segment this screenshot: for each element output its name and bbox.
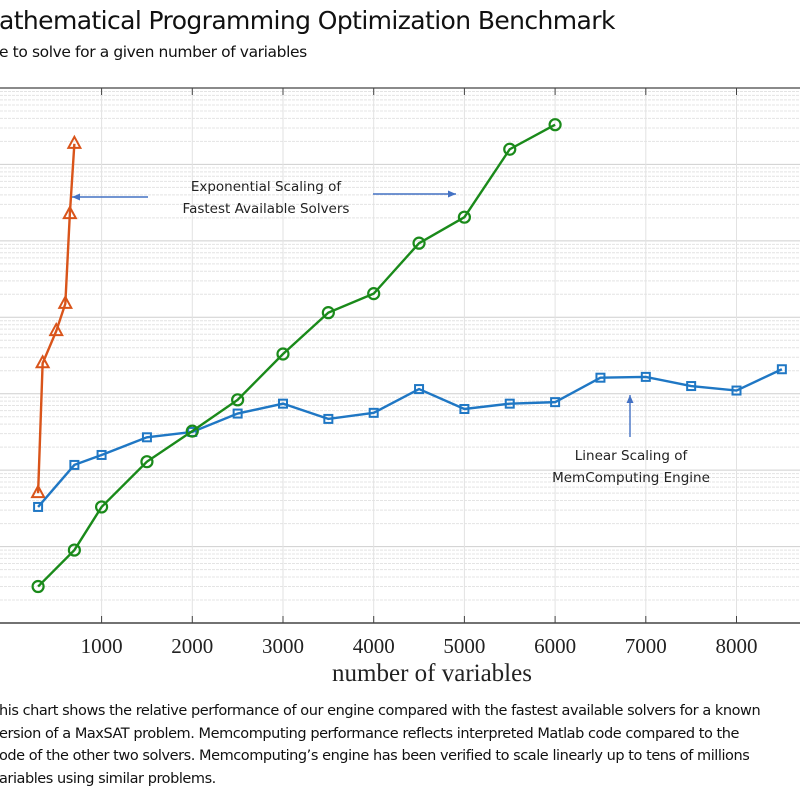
x-tick-label: 3000 xyxy=(262,634,304,658)
data-point-square xyxy=(504,398,515,409)
series-group xyxy=(30,118,787,594)
x-tick-label: 6000 xyxy=(534,634,576,658)
chart-subtitle: e to solve for a given number of variabl… xyxy=(0,43,307,61)
chart-caption: his chart shows the relative performance… xyxy=(0,700,800,790)
grid xyxy=(0,88,800,624)
data-point-circle xyxy=(31,579,45,594)
x-tick-label: 8000 xyxy=(716,634,758,658)
x-tick-label: 5000 xyxy=(443,634,485,658)
data-point-square xyxy=(686,381,697,392)
x-tick-label: 7000 xyxy=(625,634,667,658)
data-point-square xyxy=(595,372,606,383)
data-point-triangle xyxy=(30,484,46,499)
data-point-square xyxy=(640,371,651,382)
x-ticks: 1000 2000 3000 4000 5000 6000 7000 8000 xyxy=(81,88,758,658)
data-point-circle xyxy=(457,210,471,224)
data-point-square xyxy=(731,385,742,396)
series-line-square xyxy=(37,368,783,508)
data-point-square xyxy=(776,364,787,375)
annotation-linear-line1: Linear Scaling of xyxy=(575,448,689,464)
data-point-square xyxy=(550,397,561,408)
data-point-square xyxy=(96,449,107,460)
data-point-triangle xyxy=(57,294,73,309)
data-point-circle xyxy=(185,424,199,438)
data-point-circle xyxy=(67,543,81,557)
series-line-circle xyxy=(37,123,556,588)
data-point-circle xyxy=(321,306,335,320)
annotation-exponential-line1: Exponential Scaling of xyxy=(191,179,343,195)
axes-frame xyxy=(0,87,800,624)
caption-line: his chart shows the relative performance… xyxy=(0,703,761,719)
data-point-square xyxy=(33,501,44,512)
series-line-triangle xyxy=(36,143,76,494)
arrow-left-head xyxy=(72,193,80,201)
x-axis-label: number of variables xyxy=(332,660,532,687)
data-point-square xyxy=(69,459,80,470)
data-point-triangle xyxy=(62,204,78,220)
data-point-square xyxy=(277,398,288,409)
x-tick-label: 2000 xyxy=(171,634,213,658)
data-point-square xyxy=(141,432,152,443)
data-point-triangle xyxy=(34,354,51,369)
data-point-circle xyxy=(276,347,290,361)
annotation-exponential-line2: Fastest Available Solvers xyxy=(183,201,350,217)
caption-line: ariables using similar problems. xyxy=(0,770,216,787)
data-point-circle xyxy=(503,142,517,156)
data-point-circle xyxy=(231,393,245,407)
caption-line: ersion of a MaxSAT problem. Memcomputing… xyxy=(0,725,739,742)
data-point-circle xyxy=(412,236,426,250)
x-tick-label: 4000 xyxy=(353,634,395,658)
data-point-square xyxy=(368,407,379,418)
data-point-square xyxy=(459,403,470,414)
arrow-up-head xyxy=(626,395,634,403)
data-point-circle xyxy=(140,455,154,469)
data-point-square xyxy=(232,408,243,419)
data-point-circle xyxy=(548,118,562,132)
x-tick-label: 1000 xyxy=(81,634,123,658)
data-point-triangle xyxy=(66,134,83,149)
data-point-triangle xyxy=(48,321,64,337)
data-point-square xyxy=(414,384,425,395)
chart-title: athematical Programming Optimization Ben… xyxy=(0,6,615,35)
data-point-circle xyxy=(367,287,381,301)
caption-line: ode of the other two solvers. Memcomputi… xyxy=(0,748,750,764)
annotations: Exponential Scaling of Fastest Available… xyxy=(72,179,710,486)
data-point-circle xyxy=(94,500,109,514)
arrow-right-head xyxy=(448,190,456,198)
annotation-linear-line2: MemComputing Engine xyxy=(552,470,710,486)
data-point-square xyxy=(323,413,334,424)
